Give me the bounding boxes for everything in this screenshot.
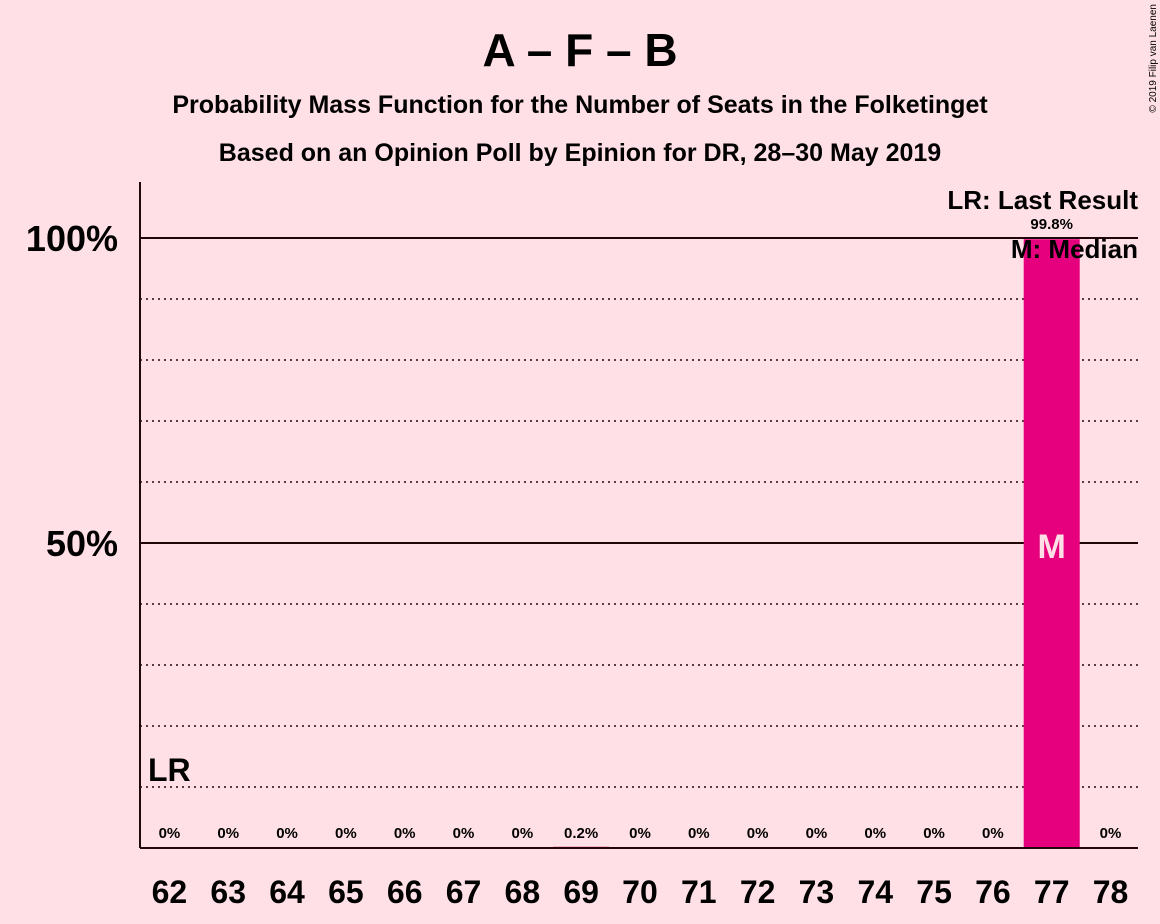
value-labels: 0% 0% 0% 0% 0% 0% 0% 0.2% 0% 0% 0% 0% 0% 0% 0% 99.8% 0%: [159, 216, 1122, 842]
chart-title: A – F – B: [482, 24, 677, 76]
x-tick-65: 65: [328, 874, 364, 910]
value-label-71: 0%: [688, 825, 710, 842]
x-tick-labels: 62 63 64 65 66 67 68 69 70 71 72 73 74 75 76 77 78: [152, 874, 1129, 910]
x-tick-76: 76: [975, 874, 1011, 910]
value-label-77: 99.8%: [1030, 216, 1073, 233]
x-tick-78: 78: [1093, 874, 1129, 910]
x-tick-63: 63: [210, 874, 246, 910]
value-label-72: 0%: [747, 825, 769, 842]
x-tick-77: 77: [1034, 874, 1070, 910]
axes: [139, 182, 1138, 849]
chart-subtitle-1: Probability Mass Function for the Number…: [172, 91, 988, 119]
value-label-73: 0%: [806, 825, 828, 842]
value-label-74: 0%: [864, 825, 886, 842]
x-tick-68: 68: [505, 874, 541, 910]
bars: [553, 239, 1080, 849]
value-label-76: 0%: [982, 825, 1004, 842]
value-label-63: 0%: [217, 825, 239, 842]
value-label-64: 0%: [276, 825, 298, 842]
value-label-75: 0%: [923, 825, 945, 842]
last-result-marker: LR: [148, 752, 191, 788]
value-label-78: 0%: [1100, 825, 1122, 842]
y-tick-labels: 50% 100%: [26, 218, 118, 564]
value-label-65: 0%: [335, 825, 357, 842]
x-tick-69: 69: [563, 874, 599, 910]
value-label-66: 0%: [394, 825, 416, 842]
x-tick-72: 72: [740, 874, 776, 910]
x-tick-64: 64: [269, 874, 305, 910]
x-tick-75: 75: [916, 874, 952, 910]
x-tick-66: 66: [387, 874, 423, 910]
median-marker: M: [1038, 528, 1066, 566]
value-label-69: 0.2%: [564, 825, 598, 842]
x-tick-67: 67: [446, 874, 482, 910]
legend-last-result: LR: Last Result: [947, 185, 1138, 215]
value-label-70: 0%: [629, 825, 651, 842]
x-tick-62: 62: [152, 874, 188, 910]
value-label-62: 0%: [159, 825, 181, 842]
gridlines: [140, 237, 1138, 788]
y-tick-100: 100%: [26, 218, 118, 259]
copyright-note: © 2019 Filip van Laenen: [1148, 4, 1159, 113]
chart-subtitle-2: Based on an Opinion Poll by Epinion for …: [219, 139, 941, 167]
x-tick-71: 71: [681, 874, 717, 910]
x-tick-70: 70: [622, 874, 658, 910]
legend-median: M: Median: [1011, 234, 1138, 264]
value-label-67: 0%: [453, 825, 475, 842]
x-tick-73: 73: [799, 874, 835, 910]
value-label-68: 0%: [511, 825, 533, 842]
bar-77: [1023, 239, 1080, 849]
x-tick-74: 74: [857, 874, 893, 910]
y-tick-50: 50%: [46, 523, 118, 564]
